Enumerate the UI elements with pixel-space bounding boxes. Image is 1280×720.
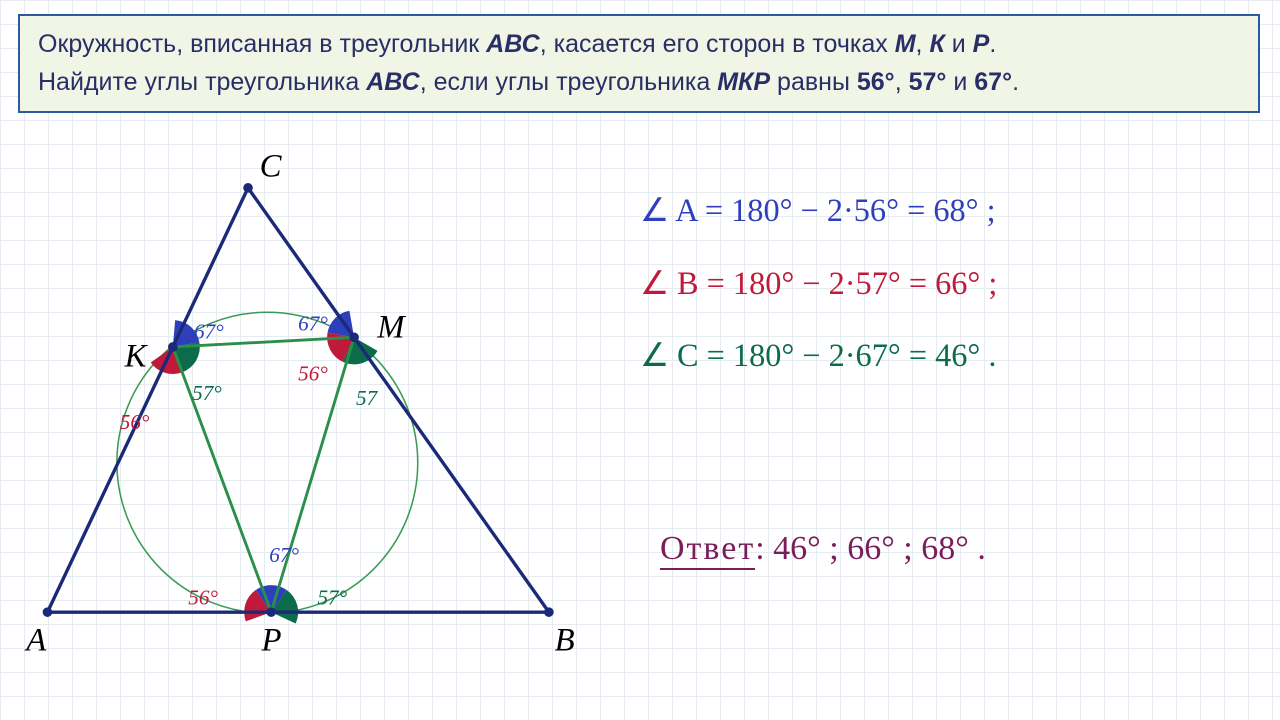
label-k: K [124, 338, 149, 374]
vertex-m [349, 333, 359, 343]
angle-label: 57 [356, 386, 379, 410]
angle-label: 57° [192, 381, 222, 405]
angle-label: 56° [188, 585, 218, 609]
vertex-c [243, 183, 253, 193]
label-b: B [555, 623, 575, 659]
vertex-k [168, 342, 178, 352]
angle-label: 56° [298, 362, 328, 386]
angle-label: 56° [120, 410, 150, 434]
angle-label: 67° [194, 319, 224, 343]
label-m: M [376, 309, 406, 345]
vertex-b [544, 607, 554, 617]
geometry-diagram: A B C K M P 67° 57° 56° 67° 56° 57 67° 56° 57° [8, 130, 598, 670]
angle-label: 67° [269, 543, 299, 567]
calc-angle-a: ∠ A = 180° − 2·56° = 68° ; [640, 190, 997, 233]
answer-line: Ответ: 46° ; 66° ; 68° . [660, 530, 986, 568]
label-p: P [261, 623, 282, 659]
calc-angle-c: ∠ C = 180° − 2·67° = 46° . [640, 335, 997, 378]
answer-label: Ответ [660, 530, 755, 570]
label-c: C [260, 148, 283, 184]
problem-statement: Окружность, вписанная в треугольник АВС,… [18, 14, 1260, 113]
angle-label: 67° [298, 312, 328, 336]
vertex-a [43, 607, 53, 617]
label-a: A [24, 623, 47, 659]
angle-label: 57° [317, 585, 347, 609]
vertex-p [266, 607, 276, 617]
calc-angle-b: ∠ B = 180° − 2·57° = 66° ; [640, 263, 997, 306]
calculation-block: ∠ A = 180° − 2·56° = 68° ; ∠ B = 180° − … [640, 190, 997, 408]
answer-values: : 46° ; 66° ; 68° . [755, 530, 986, 567]
